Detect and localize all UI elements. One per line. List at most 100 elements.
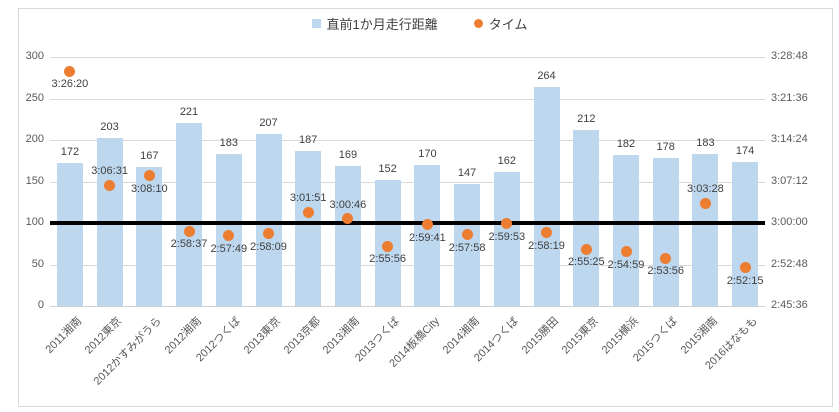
bar-value-label: 167 xyxy=(140,150,159,163)
bar-value-label: 152 xyxy=(378,162,397,175)
legend-time-label: タイム xyxy=(488,17,528,32)
bar-value-label: 182 xyxy=(616,137,636,150)
x-axis-label: 2015勝田 xyxy=(519,315,562,357)
distance-bar xyxy=(493,171,520,306)
distance-bar xyxy=(176,122,202,306)
legend-item-time: タイム xyxy=(473,14,528,33)
chart-legend: 直前1か月走行距離 タイム xyxy=(0,14,839,33)
time-value-label: 3:00:46 xyxy=(329,198,367,211)
time-value-label: 3:03:28 xyxy=(687,183,724,195)
time-marker xyxy=(143,170,155,182)
time-marker xyxy=(541,227,552,239)
left-axis-tick-label: 100 xyxy=(25,216,44,228)
time-marker xyxy=(660,252,672,264)
bar-value-label: 183 xyxy=(219,137,238,150)
time-marker xyxy=(461,229,473,241)
distance-bar xyxy=(136,167,163,306)
distance-bar xyxy=(573,130,600,306)
gridline xyxy=(50,181,765,183)
time-value-label: 2:58:09 xyxy=(250,240,287,253)
time-value-label: 2:55:25 xyxy=(567,256,605,269)
x-axis-line xyxy=(50,306,765,307)
right-axis-tick-label: 3:14:24 xyxy=(771,133,808,145)
distance-bar xyxy=(454,184,481,306)
distance-bar xyxy=(414,164,441,306)
distance-bar xyxy=(652,158,679,306)
distance-bar xyxy=(215,154,242,306)
bar-value-label: 207 xyxy=(259,117,278,130)
distance-bar xyxy=(295,150,322,306)
distance-bar xyxy=(334,165,361,306)
time-value-label: 3:06:31 xyxy=(91,165,128,178)
right-axis-tick-label: 2:52:48 xyxy=(771,257,808,270)
time-marker xyxy=(620,246,632,258)
left-axis-tick-label: 250 xyxy=(25,91,44,104)
reference-line xyxy=(50,221,765,225)
bar-value-label: 264 xyxy=(537,69,556,82)
time-marker xyxy=(739,262,751,274)
time-value-label: 2:59:53 xyxy=(488,230,526,243)
bar-value-label: 212 xyxy=(577,113,596,125)
time-marker xyxy=(223,230,235,242)
time-marker xyxy=(183,225,195,237)
left-axis-tick-label: 50 xyxy=(31,257,44,270)
time-value-label: 2:58:37 xyxy=(170,238,208,250)
right-axis-tick-label: 3:00:00 xyxy=(771,216,808,228)
time-marker xyxy=(699,197,711,209)
time-marker xyxy=(263,228,274,240)
distance-bar xyxy=(533,86,560,306)
x-axis-label: 2013京都 xyxy=(281,315,323,357)
bar-value-label: 203 xyxy=(100,120,119,133)
bar-value-label: 170 xyxy=(418,147,437,160)
gridline xyxy=(50,98,765,100)
bar-value-label: 174 xyxy=(735,144,755,157)
time-value-label: 3:26:20 xyxy=(51,78,89,91)
distance-bar xyxy=(613,154,639,306)
time-value-label: 2:57:58 xyxy=(448,241,486,254)
dot-series-swatch-icon xyxy=(473,19,483,28)
right-axis-tick-label: 3:28:48 xyxy=(771,50,808,62)
legend-item-distance: 直前1か月走行距離 xyxy=(311,14,438,33)
gridline xyxy=(50,264,765,266)
x-axis-label: 2011湘南 xyxy=(43,315,85,356)
time-value-label: 2:58:19 xyxy=(528,239,565,252)
left-axis-tick-label: 300 xyxy=(25,50,44,62)
bar-value-label: 178 xyxy=(656,141,675,154)
time-marker xyxy=(104,179,116,191)
right-axis-tick-label: 2:45:36 xyxy=(771,299,808,311)
x-axis-label: 2015東京 xyxy=(559,315,601,357)
time-value-label: 2:52:15 xyxy=(726,274,764,287)
left-axis-tick-label: 200 xyxy=(25,133,44,145)
time-value-label: 3:08:10 xyxy=(130,182,168,195)
time-marker xyxy=(64,65,76,77)
time-marker xyxy=(302,206,314,218)
x-axis-label: 2013東京 xyxy=(241,315,284,357)
time-marker xyxy=(421,219,433,231)
legend-distance-label: 直前1か月走行距離 xyxy=(326,17,438,32)
time-marker xyxy=(382,240,394,252)
right-axis-tick-label: 3:21:36 xyxy=(771,91,808,104)
right-axis-tick-label: 3:07:12 xyxy=(771,174,808,187)
bar-value-label: 183 xyxy=(696,137,715,150)
distance-bar xyxy=(732,161,759,306)
time-value-label: 2:57:49 xyxy=(210,242,248,255)
bar-value-label: 172 xyxy=(60,146,80,159)
distance-bar xyxy=(255,134,282,306)
bar-value-label: 221 xyxy=(179,105,199,118)
time-value-label: 3:01:51 xyxy=(289,192,327,205)
left-axis-tick-label: 0 xyxy=(37,299,44,311)
gridline xyxy=(50,140,765,141)
bar-value-label: 147 xyxy=(457,167,477,179)
bar-value-label: 162 xyxy=(497,154,516,167)
time-value-label: 2:59:41 xyxy=(409,231,446,244)
time-marker xyxy=(501,218,513,230)
left-axis-tick-label: 150 xyxy=(25,174,44,187)
bar-value-label: 187 xyxy=(299,133,318,146)
time-value-label: 2:54:59 xyxy=(607,258,645,271)
time-value-label: 2:53:56 xyxy=(647,265,685,277)
time-marker xyxy=(342,213,354,225)
distance-bar xyxy=(692,154,719,306)
bar-series-swatch-icon xyxy=(311,19,321,28)
